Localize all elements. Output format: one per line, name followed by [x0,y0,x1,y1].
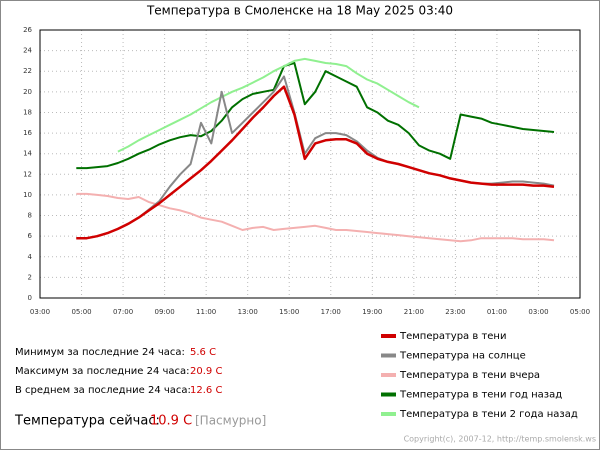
legend-label: Температура в тени 2 года назад [399,409,578,420]
x-tick-label: 09:00 [155,308,175,316]
x-tick-label: 11:00 [196,308,216,316]
y-tick-label: 0 [28,294,32,302]
x-tick-label: 05:00 [570,308,590,316]
x-tick-label: 01:00 [487,308,507,316]
y-tick-label: 10 [23,191,32,199]
legend-label: Температура на солнце [399,351,526,362]
y-tick-label: 22 [23,67,32,75]
legend-label: Температура в тени вчера [399,370,540,381]
y-tick-label: 18 [23,108,32,116]
y-tick-label: 20 [23,88,32,96]
x-tick-label: 17:00 [321,308,341,316]
chart-title: Температура в Смоленске на 18 May 2025 0… [146,4,453,18]
x-tick-label: 21:00 [404,308,424,316]
x-tick-label: 03:00 [30,308,50,316]
y-tick-label: 6 [28,232,33,240]
stat-value: 5.6 C [190,347,216,358]
x-tick-label: 03:00 [528,308,548,316]
stat-value: 12.6 C [190,385,222,396]
stats: Минимум за последние 24 часа: 5.6 C Макс… [14,347,266,429]
y-tick-label: 12 [23,170,32,178]
y-tick-label: 16 [23,129,32,137]
copyright: Copyright(c), 2007-12, http://temp.smole… [404,435,596,444]
stat-label: В среднем за последние 24 часа: [15,385,191,396]
y-tick-label: 4 [28,253,33,261]
current-value: 10.9 C [150,414,192,429]
x-tick-label: 15:00 [279,308,299,316]
stat-label: Максимум за последние 24 часа: [15,366,190,377]
legend-label: Температура в тени [399,331,506,342]
y-tick-label: 8 [28,212,32,220]
current-weather: [Пасмурно] [195,414,266,428]
stat-label: Минимум за последние 24 часа: [15,347,185,358]
x-tick-label: 13:00 [238,308,258,316]
y-tick-label: 2 [28,273,32,281]
y-tick-label: 26 [23,26,32,34]
series-line [76,62,555,170]
y-tick-label: 14 [23,150,32,158]
series-line [117,57,420,153]
plot-border [39,29,581,299]
x-tick-label: 07:00 [113,308,133,316]
legend-label: Температура в тени год назад [399,390,562,401]
y-tick-label: 24 [23,47,32,55]
x-tick-label: 23:00 [445,308,465,316]
x-tick-label: 05:00 [71,308,91,316]
current-label: Температура сейчас: [14,414,160,429]
stat-value: 20.9 C [190,366,222,377]
x-tick-label: 19:00 [362,308,382,316]
series-line [76,85,555,240]
